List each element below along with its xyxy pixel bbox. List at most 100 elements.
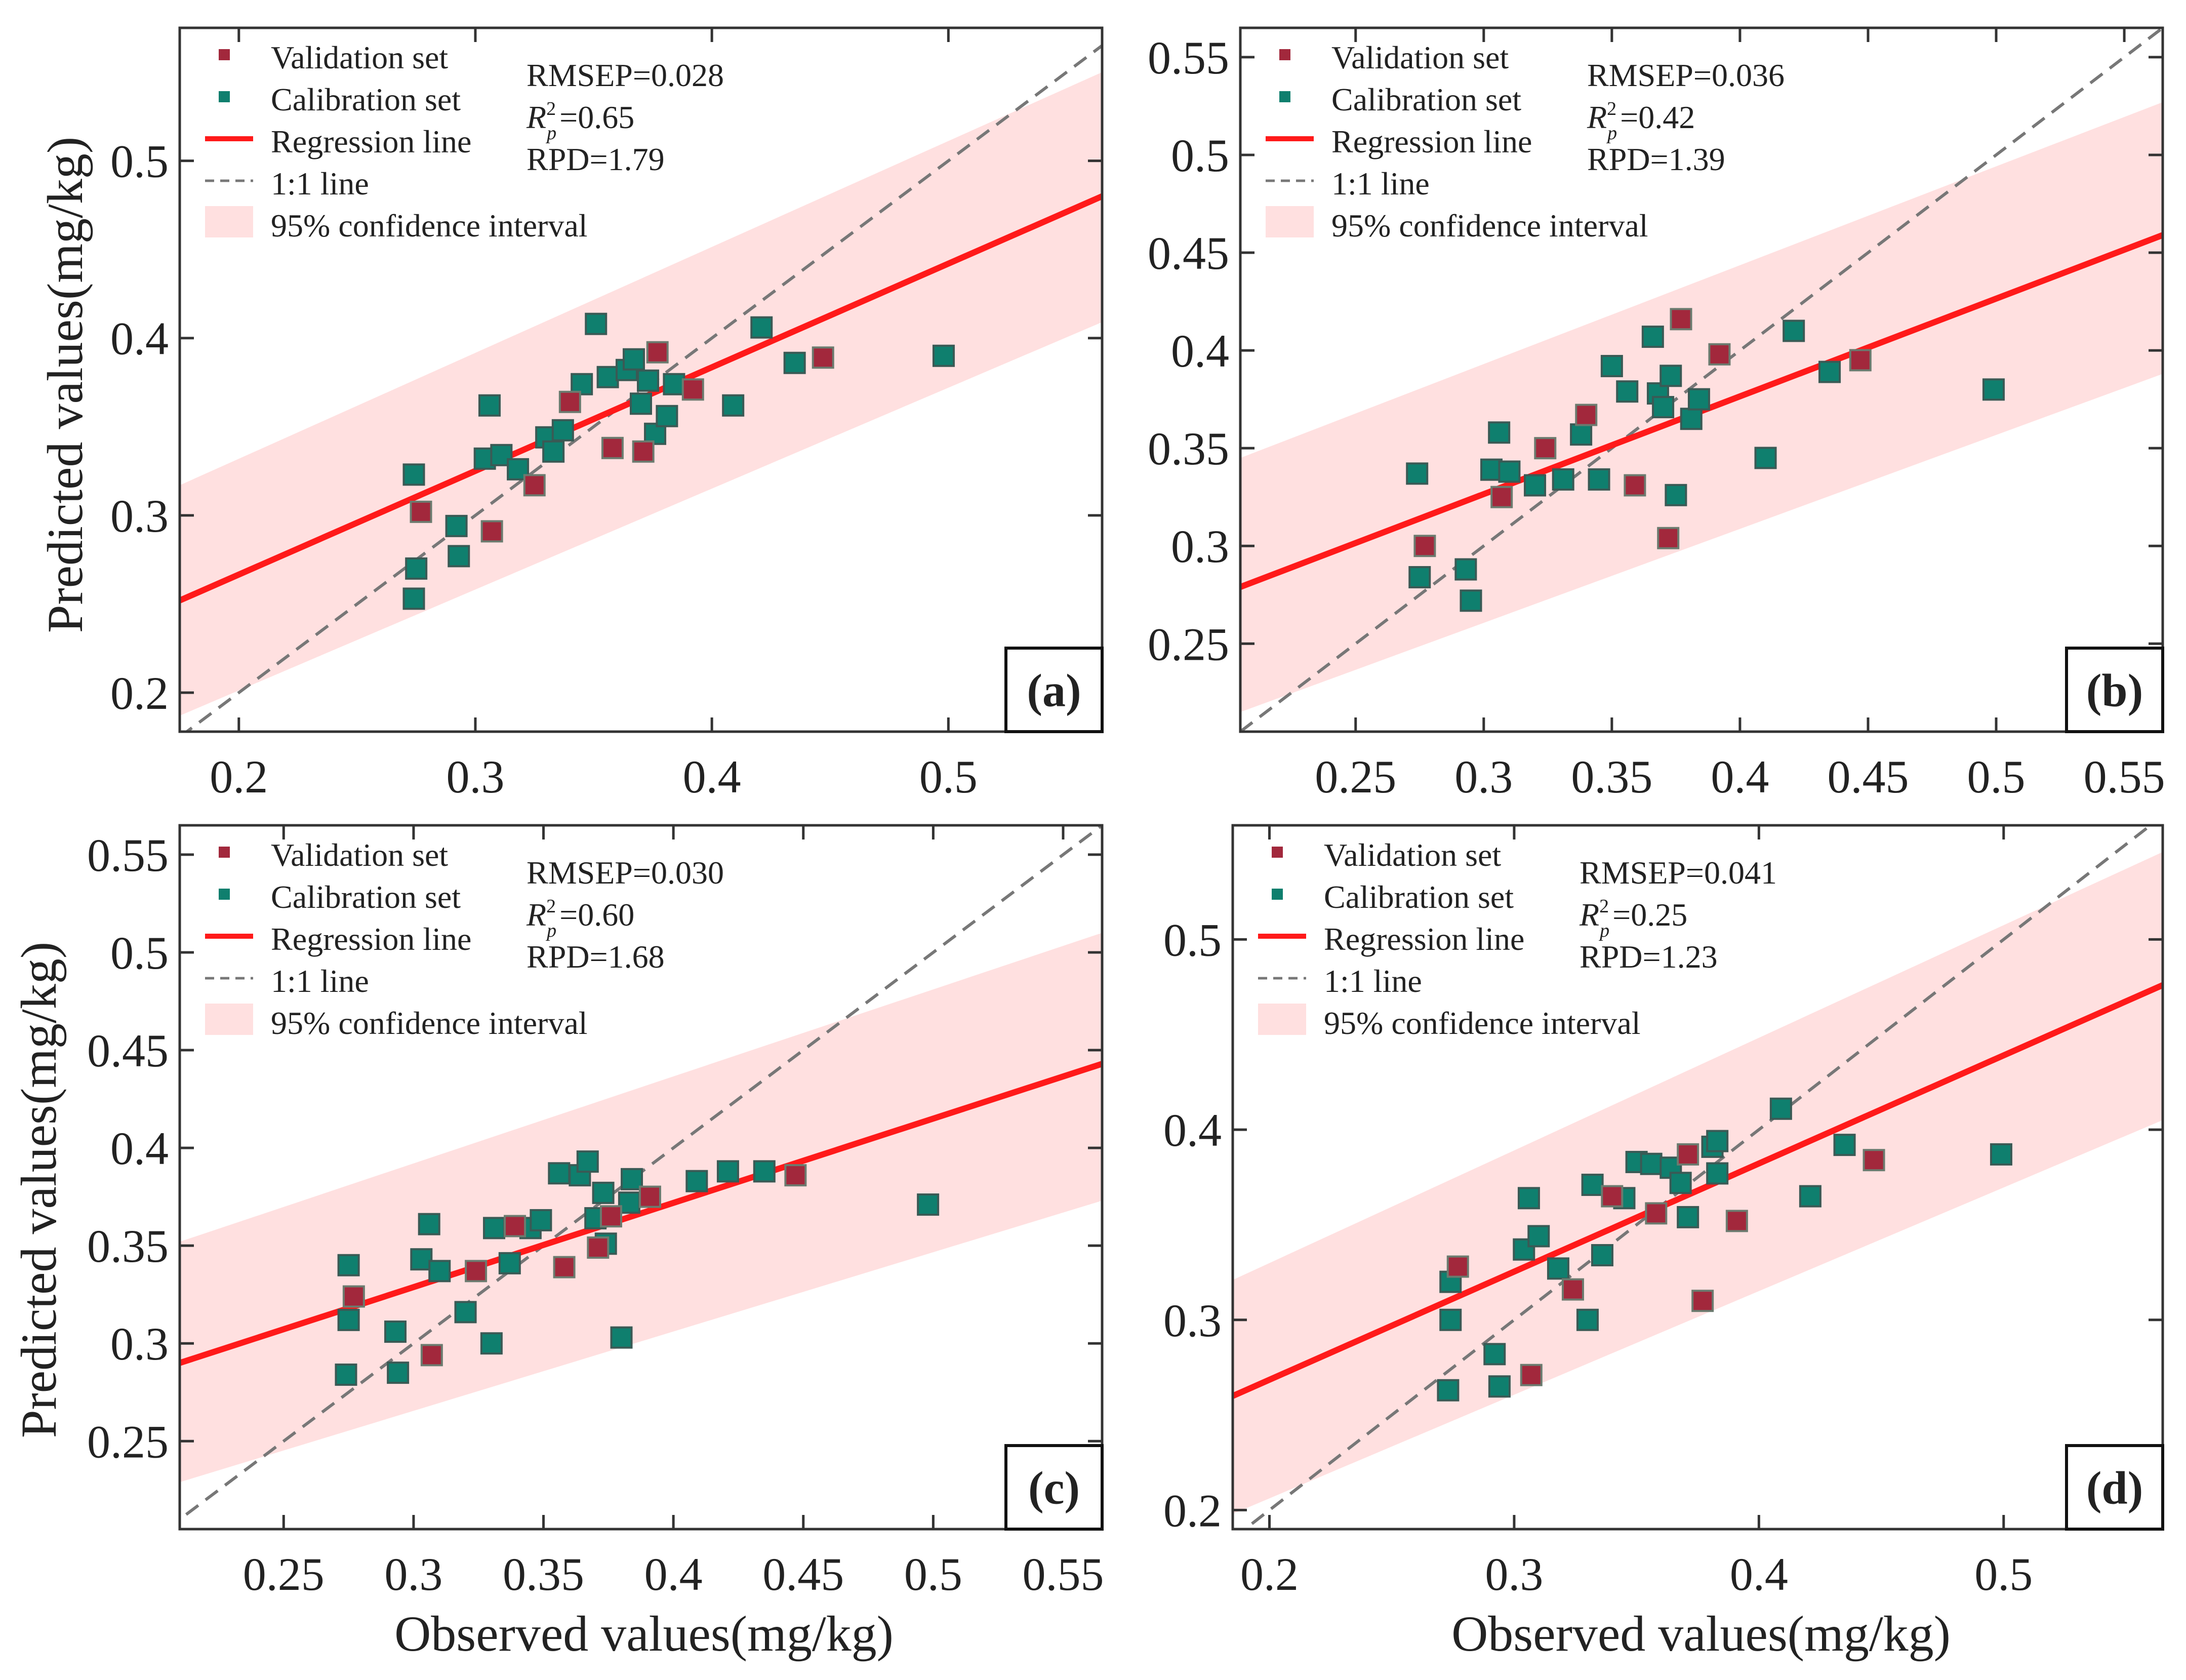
- legend-regression-label: Regression line: [271, 124, 471, 159]
- calibration-point: [1799, 1185, 1821, 1208]
- calibration-point: [722, 394, 745, 417]
- legend-one-to-one-label: 1:1 line: [1331, 166, 1430, 202]
- validation-point: [812, 346, 834, 369]
- chart-panel: 0.25 0.3 0.35 0.4 0.45 0.5 0.55 0.25 0.3 0.35 0.4 0…: [87, 824, 1104, 1600]
- calibration-point: [1706, 1130, 1729, 1152]
- calibration-point: [1652, 396, 1675, 419]
- legend: Validation set Calibration set Regression …: [205, 837, 588, 1041]
- validation-point: [784, 1164, 807, 1187]
- calibration-point: [585, 312, 608, 335]
- chart-panel: 0.2 0.3 0.4 0.5 0.2 0.3 0.4 0.5 Validation set Ca…: [1163, 824, 2164, 1600]
- validation-point: [646, 341, 669, 364]
- calibration-point: [498, 1252, 521, 1274]
- x-axis-label-right: Observed values(mg/kg): [1451, 1606, 1951, 1662]
- calibration-point: [1990, 1143, 2012, 1166]
- y-tick-label: 0.2: [1163, 1485, 1222, 1536]
- calibration-point: [402, 463, 425, 486]
- validation-point: [553, 1256, 576, 1278]
- calibration-point: [1677, 1206, 1699, 1228]
- validation-point: [1849, 349, 1872, 372]
- calibration-point: [445, 514, 468, 537]
- validation-point: [638, 1185, 661, 1208]
- validation-point: [601, 436, 624, 459]
- validation-point: [599, 1205, 622, 1228]
- calibration-point: [1406, 462, 1429, 485]
- validation-point: [1624, 474, 1646, 497]
- calibration-point: [405, 557, 428, 580]
- stat-rpd: RPD=1.39: [1587, 141, 1725, 177]
- x-tick-label: 0.35: [503, 1548, 584, 1600]
- legend-one-to-one-label: 1:1 line: [271, 963, 369, 999]
- validation-point: [1601, 1185, 1624, 1208]
- y-tick-label: 0.55: [87, 829, 169, 881]
- calibration-point: [1408, 566, 1431, 588]
- one-to-one-line: [1242, 825, 2153, 1529]
- calibration-point: [1498, 460, 1521, 483]
- x-tick-label: 0.4: [1711, 751, 1769, 803]
- validation-point: [1670, 308, 1692, 331]
- calibration-point: [1439, 1308, 1462, 1331]
- calibration-point: [1600, 354, 1623, 377]
- validation-point: [1520, 1364, 1543, 1386]
- x-tick-label: 0.2: [210, 751, 268, 803]
- legend-regression-label: Regression line: [1331, 124, 1532, 159]
- legend-validation-label: Validation set: [271, 837, 448, 873]
- validation-point: [1863, 1149, 1885, 1172]
- regression-line: [1233, 982, 2163, 1399]
- y-tick-label: 0.3: [1171, 521, 1229, 572]
- calibration-point: [402, 587, 425, 610]
- stat-rmsep: RMSEP=0.030: [527, 855, 724, 891]
- calibration-point: [1570, 423, 1593, 446]
- calibration-point: [1616, 380, 1639, 403]
- y-tick-label: 0.2: [110, 667, 169, 719]
- x-tick-label: 0.2: [1240, 1548, 1299, 1600]
- calibration-point: [637, 369, 660, 392]
- panel-label: (a): [1027, 665, 1081, 716]
- calibration-point: [610, 1326, 633, 1349]
- calibration-point: [337, 1308, 360, 1331]
- y-tick-label: 0.5: [1163, 914, 1222, 966]
- x-tick-label: 0.45: [1827, 751, 1909, 803]
- y-tick-label: 0.45: [87, 1025, 169, 1076]
- calibration-point: [410, 1248, 433, 1271]
- legend-confidence-label: 95% confidence interval: [271, 208, 588, 244]
- y-tick-label: 0.55: [1148, 32, 1229, 84]
- legend: Validation set Calibration set Regression …: [205, 39, 588, 244]
- calibration-point: [384, 1321, 407, 1343]
- y-tick-label: 0.5: [110, 136, 169, 187]
- legend-confidence-marker: [1266, 206, 1314, 237]
- stat-rpd: RPD=1.23: [1580, 939, 1718, 975]
- x-tick-label: 0.4: [644, 1548, 703, 1600]
- calibration-point: [454, 1301, 477, 1324]
- validation-point: [1534, 437, 1557, 460]
- legend-regression-label: Regression line: [271, 921, 471, 957]
- y-tick-label: 0.5: [1171, 130, 1229, 181]
- calibration-point: [1754, 447, 1777, 469]
- y-tick-label: 0.35: [1148, 423, 1229, 474]
- calibration-point: [1488, 421, 1511, 444]
- legend-confidence-label: 95% confidence interval: [1331, 208, 1648, 244]
- y-tick-label: 0.3: [1163, 1295, 1222, 1346]
- y-tick-label: 0.3: [110, 1318, 169, 1370]
- x-tick-label: 0.3: [446, 751, 504, 803]
- legend-confidence-label: 95% confidence interval: [271, 1005, 588, 1041]
- stat-rmsep: RMSEP=0.028: [527, 57, 724, 93]
- legend-confidence-marker: [205, 206, 253, 237]
- calibration-point: [1483, 1343, 1506, 1366]
- calibration-point: [1588, 468, 1610, 491]
- validation-point: [1708, 343, 1731, 366]
- y-tick-label: 0.25: [1148, 618, 1229, 670]
- calibration-point: [1982, 378, 2005, 401]
- x-tick-label: 0.3: [1485, 1548, 1543, 1600]
- y-tick-label: 0.45: [1148, 227, 1229, 279]
- x-tick-label: 0.45: [762, 1548, 844, 1600]
- legend-confidence-label: 95% confidence interval: [1324, 1005, 1641, 1041]
- validation-point: [1725, 1210, 1748, 1232]
- validation-point: [681, 378, 704, 401]
- x-tick-label: 0.4: [683, 751, 741, 803]
- calibration-point: [685, 1170, 708, 1192]
- plot-frame: [178, 26, 1104, 733]
- validation-point: [420, 1344, 443, 1367]
- calibration-point: [716, 1160, 739, 1183]
